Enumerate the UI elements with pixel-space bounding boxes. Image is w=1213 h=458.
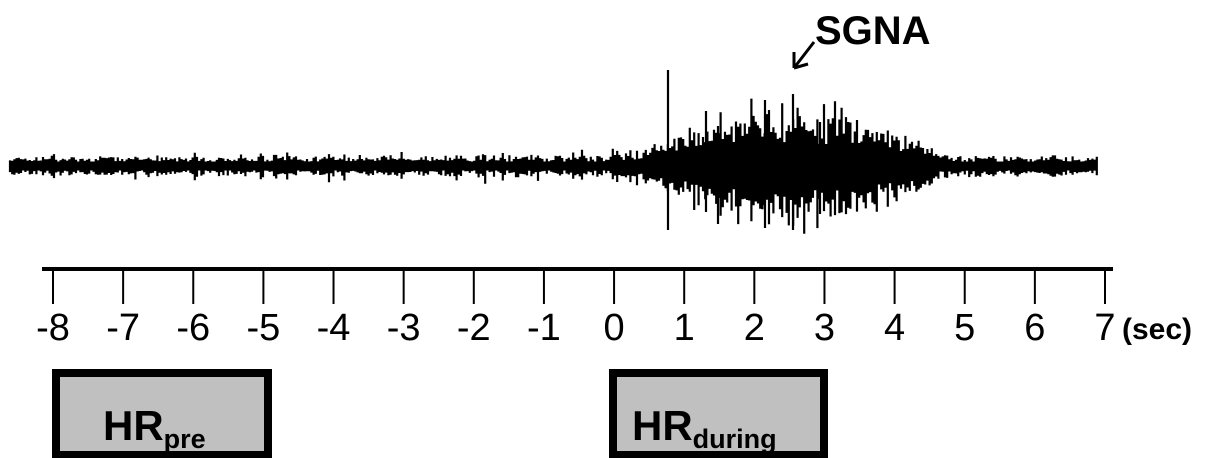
axis-tick-label: -5 [247,307,281,349]
hr-pre-box [52,369,272,458]
hr-pre-label: HRpre [103,402,206,454]
axis-tick-label: 7 [1094,307,1115,349]
sgna-arrow-icon [792,41,816,70]
axis-tick-label: 4 [884,307,905,349]
axis-tick-label: 2 [744,307,765,349]
hr-during-sub: during [693,424,777,454]
axis-tick-label: -6 [176,307,210,349]
sgna-trace [8,70,1098,234]
hr-during-main: HR [632,402,693,449]
trace-spike-path [8,70,1098,234]
hr-during-box [609,369,828,458]
axis-unit-label: (sec) [1122,313,1192,346]
axis-tick-label: -1 [527,307,561,349]
axis-tick-label: 1 [674,307,695,349]
hr-during-window: HRduring [609,369,828,458]
hr-pre-window: HRpre [52,369,272,458]
time-axis: -8 -7 -6 -5 -4 -3 -2 -1 0 1 2 3 4 5 6 7 (sec) [36,267,1192,349]
sgna-annotation: SGNA [792,9,931,70]
sgna-label: SGNA [815,9,931,53]
axis-tick-label: -4 [317,307,351,349]
hr-pre-sub: pre [164,424,206,454]
axis-tick-label: -7 [106,307,140,349]
axis-ticks [52,269,1106,304]
trace-spikes [8,70,1098,234]
axis-tick-label: 5 [954,307,975,349]
hr-pre-main: HR [103,402,164,449]
axis-tick-label: 3 [814,307,835,349]
axis-tick-label: -2 [457,307,491,349]
axis-tick-label: -3 [387,307,421,349]
axis-tick-label: 6 [1024,307,1045,349]
axis-tick-labels: -8 -7 -6 -5 -4 -3 -2 -1 0 1 2 3 4 5 6 7 [36,307,1115,349]
axis-tick-label: 0 [603,307,624,349]
hr-during-label: HRduring [632,402,777,454]
axis-tick-label: -8 [36,307,70,349]
